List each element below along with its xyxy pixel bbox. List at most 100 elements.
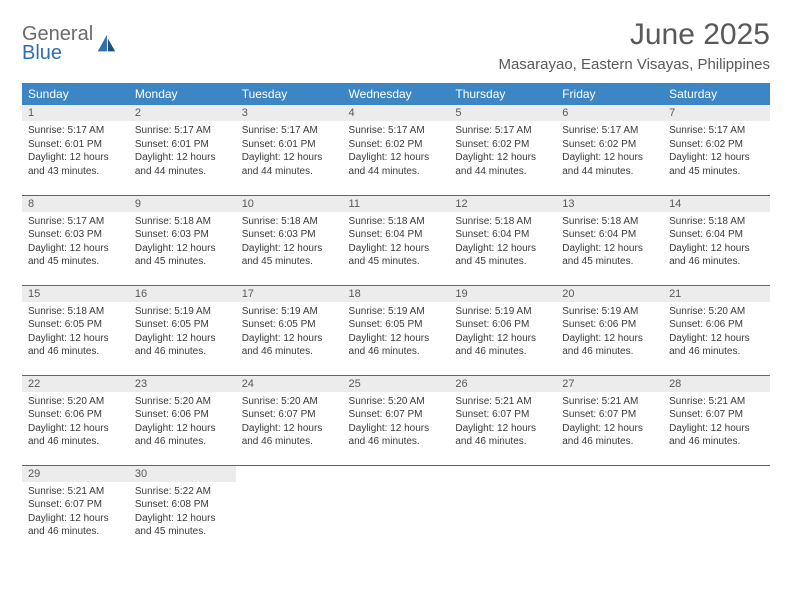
day-body: Sunrise: 5:17 AMSunset: 6:02 PMDaylight:… bbox=[663, 121, 770, 181]
day-body: Sunrise: 5:20 AMSunset: 6:07 PMDaylight:… bbox=[343, 392, 450, 452]
calendar-cell: 10Sunrise: 5:18 AMSunset: 6:03 PMDayligh… bbox=[236, 195, 343, 285]
sunset-line: Sunset: 6:04 PM bbox=[669, 228, 764, 242]
calendar-cell: 7Sunrise: 5:17 AMSunset: 6:02 PMDaylight… bbox=[663, 105, 770, 195]
sunrise-line: Sunrise: 5:17 AM bbox=[349, 124, 444, 138]
sunset-line: Sunset: 6:05 PM bbox=[349, 318, 444, 332]
daylight-line: Daylight: 12 hours and 46 minutes. bbox=[349, 422, 444, 449]
sunset-line: Sunset: 6:06 PM bbox=[135, 408, 230, 422]
calendar-page: General Blue June 2025 Masarayao, Easter… bbox=[0, 0, 792, 573]
daylight-line: Daylight: 12 hours and 46 minutes. bbox=[242, 332, 337, 359]
sunset-line: Sunset: 6:05 PM bbox=[28, 318, 123, 332]
calendar-cell: 26Sunrise: 5:21 AMSunset: 6:07 PMDayligh… bbox=[449, 375, 556, 465]
sunrise-line: Sunrise: 5:17 AM bbox=[455, 124, 550, 138]
sunrise-line: Sunrise: 5:18 AM bbox=[455, 215, 550, 229]
sunset-line: Sunset: 6:07 PM bbox=[455, 408, 550, 422]
day-number: 29 bbox=[22, 466, 129, 482]
day-number: 30 bbox=[129, 466, 236, 482]
calendar-cell bbox=[663, 465, 770, 555]
calendar-cell bbox=[343, 465, 450, 555]
daylight-line: Daylight: 12 hours and 46 minutes. bbox=[135, 422, 230, 449]
day-body: Sunrise: 5:22 AMSunset: 6:08 PMDaylight:… bbox=[129, 482, 236, 542]
calendar-cell: 29Sunrise: 5:21 AMSunset: 6:07 PMDayligh… bbox=[22, 465, 129, 555]
day-number: 17 bbox=[236, 286, 343, 302]
sunrise-line: Sunrise: 5:19 AM bbox=[135, 305, 230, 319]
day-number: 27 bbox=[556, 376, 663, 392]
day-number: 7 bbox=[663, 105, 770, 121]
day-number: 26 bbox=[449, 376, 556, 392]
calendar-cell: 9Sunrise: 5:18 AMSunset: 6:03 PMDaylight… bbox=[129, 195, 236, 285]
sunset-line: Sunset: 6:01 PM bbox=[28, 138, 123, 152]
sunset-line: Sunset: 6:06 PM bbox=[28, 408, 123, 422]
sunrise-line: Sunrise: 5:21 AM bbox=[562, 395, 657, 409]
sunrise-line: Sunrise: 5:17 AM bbox=[28, 124, 123, 138]
calendar-cell: 13Sunrise: 5:18 AMSunset: 6:04 PMDayligh… bbox=[556, 195, 663, 285]
sunset-line: Sunset: 6:03 PM bbox=[135, 228, 230, 242]
sunset-line: Sunset: 6:06 PM bbox=[455, 318, 550, 332]
calendar-cell: 19Sunrise: 5:19 AMSunset: 6:06 PMDayligh… bbox=[449, 285, 556, 375]
daylight-line: Daylight: 12 hours and 45 minutes. bbox=[28, 242, 123, 269]
day-number: 6 bbox=[556, 105, 663, 121]
daylight-line: Daylight: 12 hours and 45 minutes. bbox=[135, 512, 230, 539]
calendar-cell: 1Sunrise: 5:17 AMSunset: 6:01 PMDaylight… bbox=[22, 105, 129, 195]
calendar-cell: 6Sunrise: 5:17 AMSunset: 6:02 PMDaylight… bbox=[556, 105, 663, 195]
sunrise-line: Sunrise: 5:20 AM bbox=[349, 395, 444, 409]
day-body: Sunrise: 5:17 AMSunset: 6:03 PMDaylight:… bbox=[22, 212, 129, 272]
sunrise-line: Sunrise: 5:17 AM bbox=[669, 124, 764, 138]
calendar-cell bbox=[236, 465, 343, 555]
sunrise-line: Sunrise: 5:20 AM bbox=[242, 395, 337, 409]
calendar-row: 29Sunrise: 5:21 AMSunset: 6:07 PMDayligh… bbox=[22, 465, 770, 555]
day-body: Sunrise: 5:17 AMSunset: 6:02 PMDaylight:… bbox=[449, 121, 556, 181]
sunrise-line: Sunrise: 5:18 AM bbox=[349, 215, 444, 229]
day-number: 2 bbox=[129, 105, 236, 121]
day-number: 19 bbox=[449, 286, 556, 302]
sunset-line: Sunset: 6:05 PM bbox=[135, 318, 230, 332]
sunset-line: Sunset: 6:02 PM bbox=[562, 138, 657, 152]
daylight-line: Daylight: 12 hours and 46 minutes. bbox=[28, 332, 123, 359]
daylight-line: Daylight: 12 hours and 46 minutes. bbox=[455, 422, 550, 449]
calendar-row: 1Sunrise: 5:17 AMSunset: 6:01 PMDaylight… bbox=[22, 105, 770, 195]
sunrise-line: Sunrise: 5:22 AM bbox=[135, 485, 230, 499]
day-body: Sunrise: 5:19 AMSunset: 6:06 PMDaylight:… bbox=[556, 302, 663, 362]
day-number: 20 bbox=[556, 286, 663, 302]
day-number: 25 bbox=[343, 376, 450, 392]
header: General Blue June 2025 Masarayao, Easter… bbox=[22, 18, 770, 73]
sunset-line: Sunset: 6:02 PM bbox=[455, 138, 550, 152]
calendar-cell: 28Sunrise: 5:21 AMSunset: 6:07 PMDayligh… bbox=[663, 375, 770, 465]
calendar-cell bbox=[449, 465, 556, 555]
weekday-header: Saturday bbox=[663, 83, 770, 105]
weekday-header: Monday bbox=[129, 83, 236, 105]
day-number: 13 bbox=[556, 196, 663, 212]
daylight-line: Daylight: 12 hours and 45 minutes. bbox=[669, 151, 764, 178]
sunrise-line: Sunrise: 5:20 AM bbox=[28, 395, 123, 409]
calendar-cell: 14Sunrise: 5:18 AMSunset: 6:04 PMDayligh… bbox=[663, 195, 770, 285]
daylight-line: Daylight: 12 hours and 46 minutes. bbox=[28, 422, 123, 449]
brand-logo: General Blue bbox=[22, 18, 117, 63]
sunset-line: Sunset: 6:01 PM bbox=[242, 138, 337, 152]
calendar-cell: 2Sunrise: 5:17 AMSunset: 6:01 PMDaylight… bbox=[129, 105, 236, 195]
daylight-line: Daylight: 12 hours and 46 minutes. bbox=[562, 332, 657, 359]
day-number: 18 bbox=[343, 286, 450, 302]
sunset-line: Sunset: 6:04 PM bbox=[562, 228, 657, 242]
weekday-header-row: Sunday Monday Tuesday Wednesday Thursday… bbox=[22, 83, 770, 105]
day-number: 1 bbox=[22, 105, 129, 121]
sunset-line: Sunset: 6:04 PM bbox=[349, 228, 444, 242]
weekday-header: Sunday bbox=[22, 83, 129, 105]
daylight-line: Daylight: 12 hours and 45 minutes. bbox=[242, 242, 337, 269]
day-body: Sunrise: 5:21 AMSunset: 6:07 PMDaylight:… bbox=[449, 392, 556, 452]
calendar-cell bbox=[556, 465, 663, 555]
day-number: 10 bbox=[236, 196, 343, 212]
day-number: 22 bbox=[22, 376, 129, 392]
calendar-cell: 24Sunrise: 5:20 AMSunset: 6:07 PMDayligh… bbox=[236, 375, 343, 465]
calendar-cell: 22Sunrise: 5:20 AMSunset: 6:06 PMDayligh… bbox=[22, 375, 129, 465]
sunrise-line: Sunrise: 5:18 AM bbox=[562, 215, 657, 229]
day-body: Sunrise: 5:17 AMSunset: 6:02 PMDaylight:… bbox=[343, 121, 450, 181]
sunrise-line: Sunrise: 5:18 AM bbox=[669, 215, 764, 229]
day-body: Sunrise: 5:18 AMSunset: 6:04 PMDaylight:… bbox=[663, 212, 770, 272]
day-body: Sunrise: 5:18 AMSunset: 6:04 PMDaylight:… bbox=[556, 212, 663, 272]
day-number: 24 bbox=[236, 376, 343, 392]
day-body: Sunrise: 5:17 AMSunset: 6:01 PMDaylight:… bbox=[129, 121, 236, 181]
month-title: June 2025 bbox=[498, 18, 770, 52]
day-body: Sunrise: 5:20 AMSunset: 6:06 PMDaylight:… bbox=[22, 392, 129, 452]
daylight-line: Daylight: 12 hours and 46 minutes. bbox=[562, 422, 657, 449]
day-body: Sunrise: 5:18 AMSunset: 6:04 PMDaylight:… bbox=[449, 212, 556, 272]
